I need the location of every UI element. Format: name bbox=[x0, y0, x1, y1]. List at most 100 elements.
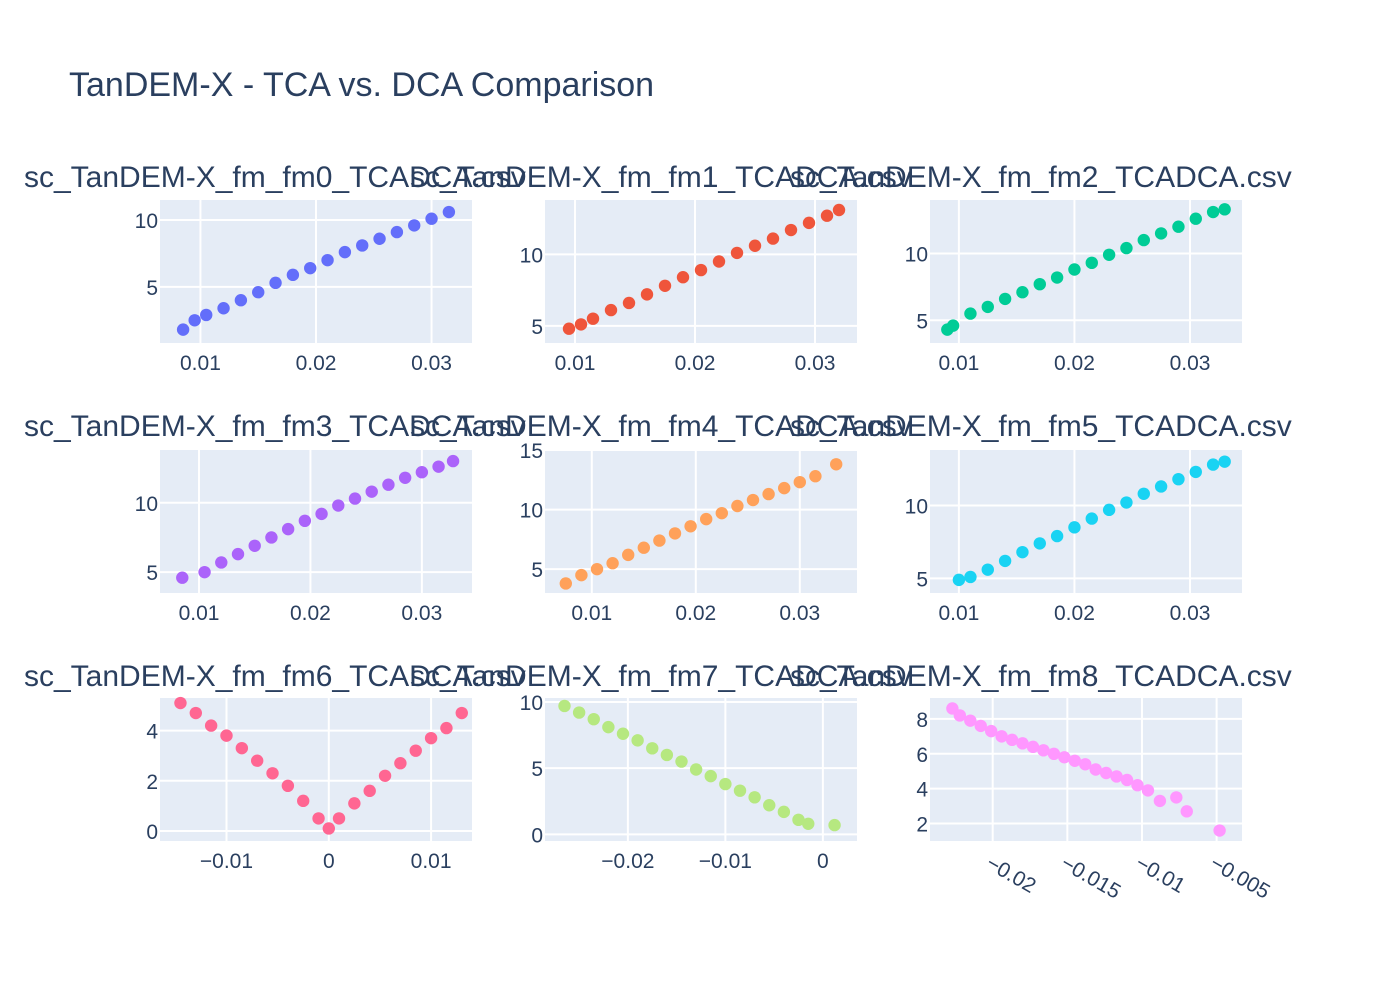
data-point bbox=[220, 729, 233, 742]
subplot-title: sc_TanDEM-X_fm_fm5_TCADCA.csv bbox=[790, 410, 1292, 443]
data-point bbox=[1213, 824, 1226, 837]
y-tick-label: 0 bbox=[531, 824, 543, 847]
data-point bbox=[981, 563, 994, 576]
data-point bbox=[1068, 263, 1081, 276]
data-point bbox=[953, 709, 967, 722]
data-point bbox=[998, 554, 1012, 568]
data-point bbox=[676, 271, 690, 284]
data-point bbox=[1102, 503, 1116, 517]
data-point bbox=[332, 499, 345, 512]
subplot-title: sc_TanDEM-X_fm_fm4_TCADCA.csv bbox=[410, 410, 912, 443]
data-point bbox=[1016, 286, 1029, 299]
data-point bbox=[1120, 773, 1134, 787]
data-point bbox=[297, 794, 310, 808]
data-point bbox=[315, 507, 328, 521]
x-tick-label: 0.02 bbox=[1054, 602, 1095, 625]
data-point bbox=[1206, 458, 1220, 471]
y-tick-label: 10 bbox=[520, 500, 543, 523]
y-tick-label: 5 bbox=[531, 316, 543, 339]
data-point bbox=[590, 562, 604, 576]
subplot-title: sc_TanDEM-X_fm_fm3_TCADCA.csv bbox=[24, 410, 526, 443]
data-point bbox=[828, 818, 841, 832]
data-point bbox=[964, 570, 977, 584]
subplot-1: 0.01 0.02 0.03 5 10 bbox=[520, 200, 857, 375]
data-point bbox=[298, 514, 312, 528]
y-tick-label: 5 bbox=[531, 758, 543, 781]
subplot-8: −0.02 −0.015 −0.01 −0.005 2 4 6 8 bbox=[916, 698, 1274, 904]
data-point bbox=[322, 822, 335, 835]
data-point bbox=[1050, 271, 1064, 284]
data-point bbox=[660, 748, 674, 762]
data-point bbox=[176, 323, 190, 336]
subplot-title: sc_TanDEM-X_fm_fm6_TCADCA.csv bbox=[24, 660, 526, 693]
data-point bbox=[964, 714, 977, 727]
data-point bbox=[653, 534, 666, 547]
data-point bbox=[235, 741, 249, 755]
data-point bbox=[266, 767, 279, 780]
y-tick-label: 10 bbox=[520, 244, 543, 267]
data-point bbox=[378, 769, 392, 782]
x-tick-label: 0.01 bbox=[555, 352, 596, 375]
data-point bbox=[269, 276, 282, 290]
data-point bbox=[424, 731, 438, 745]
data-point bbox=[1016, 737, 1029, 750]
data-point bbox=[637, 541, 650, 554]
y-tick-label: 10 bbox=[135, 493, 158, 516]
data-point bbox=[286, 268, 300, 282]
data-point bbox=[602, 720, 615, 734]
x-tick-label: 0.02 bbox=[296, 352, 337, 375]
x-tick-label: 0.03 bbox=[1170, 352, 1211, 375]
data-point bbox=[198, 565, 211, 579]
data-point bbox=[622, 296, 636, 310]
data-point bbox=[1110, 770, 1123, 783]
data-point bbox=[394, 757, 407, 770]
x-tick-label: 0.03 bbox=[779, 602, 820, 625]
data-point bbox=[763, 799, 776, 812]
data-point bbox=[985, 724, 998, 738]
data-point bbox=[215, 556, 228, 569]
data-point bbox=[631, 734, 644, 747]
data-point bbox=[332, 812, 346, 825]
y-tick-label: 5 bbox=[916, 568, 928, 591]
x-tick-label: −0.02 bbox=[982, 851, 1040, 897]
data-point bbox=[265, 531, 278, 544]
data-point bbox=[694, 263, 708, 277]
y-tick-label: 5 bbox=[916, 310, 928, 333]
y-tick-label: 5 bbox=[146, 277, 158, 300]
data-point bbox=[398, 471, 412, 484]
data-point bbox=[684, 520, 697, 533]
data-point bbox=[1037, 744, 1050, 757]
data-point bbox=[574, 318, 588, 331]
data-point bbox=[562, 322, 576, 335]
data-point bbox=[793, 475, 806, 489]
data-point bbox=[1085, 512, 1098, 525]
y-tick-label: 2 bbox=[146, 771, 158, 794]
subplot-title: sc_TanDEM-X_fm_fm7_TCADCA.csv bbox=[410, 660, 912, 693]
data-point bbox=[1218, 455, 1231, 468]
y-tick-label: 5 bbox=[531, 559, 543, 582]
x-tick-label: −0.01 bbox=[1131, 851, 1189, 897]
data-point bbox=[409, 744, 422, 757]
data-point bbox=[964, 307, 977, 320]
y-tick-label: 15 bbox=[520, 440, 543, 463]
y-tick-label: 6 bbox=[916, 744, 928, 767]
x-tick-label: 0.01 bbox=[411, 850, 452, 873]
x-tick-label: 0.01 bbox=[571, 602, 612, 625]
data-point bbox=[188, 314, 201, 327]
x-tick-label: −0.01 bbox=[200, 850, 253, 873]
data-point bbox=[1033, 277, 1046, 291]
data-point bbox=[231, 547, 245, 561]
data-point bbox=[748, 239, 762, 252]
data-point bbox=[252, 286, 265, 299]
data-point bbox=[1189, 465, 1202, 479]
data-point bbox=[712, 255, 726, 268]
data-point bbox=[1033, 537, 1046, 550]
subplot-2: 0.01 0.02 0.03 5 10 bbox=[905, 200, 1242, 375]
x-tick-label: 0.01 bbox=[180, 352, 221, 375]
data-point bbox=[390, 225, 404, 239]
data-point bbox=[606, 557, 619, 570]
data-point bbox=[1068, 754, 1082, 767]
data-point bbox=[338, 245, 352, 259]
data-point bbox=[646, 742, 659, 755]
